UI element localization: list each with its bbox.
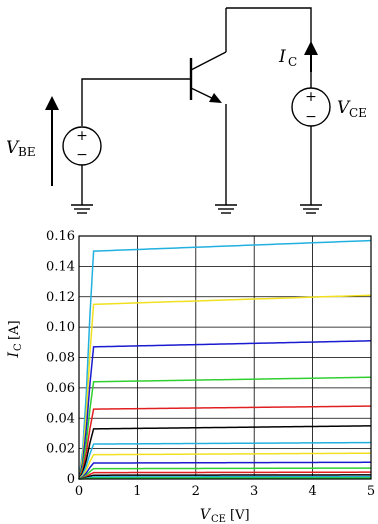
y-tick-label: 0.02	[46, 442, 75, 457]
vce-source: + −	[291, 87, 331, 205]
x-axis-label-sub: CE	[211, 514, 226, 524]
vbe-label: V	[6, 138, 20, 158]
ic-curve	[78, 441, 372, 480]
vce-plus-sign: +	[305, 89, 317, 105]
y-tick-label: 0.16	[46, 229, 75, 244]
x-tick-label: 5	[367, 484, 375, 499]
y-axis-label-main: I	[6, 352, 22, 359]
vbe-plus-sign: +	[76, 128, 88, 144]
ic-curve	[78, 461, 372, 480]
ic-curve	[78, 471, 371, 480]
x-tick-label: 1	[133, 484, 141, 499]
ic-curve	[78, 452, 372, 480]
x-tick-label: 3	[250, 484, 258, 499]
y-axis-label-unit: [A]	[7, 320, 22, 340]
ic-vce-chart: 0 1 2 3 4 500.020.040.060.080.100.120.140.16 …	[6, 229, 375, 524]
y-axis-label-sub: C	[13, 343, 24, 351]
x-tick-label: 2	[192, 484, 200, 499]
x-tick-label: 0	[75, 484, 83, 499]
vbe-minus-sign: −	[76, 147, 88, 163]
ic-curve	[78, 475, 371, 480]
bjt-transistor-icon	[189, 8, 227, 103]
ic-curve	[78, 474, 371, 480]
y-axis-label: I C [A]	[6, 320, 24, 358]
ic-curve	[78, 340, 372, 480]
x-axis-label-unit: [V]	[230, 508, 250, 523]
y-tick-label: 0.14	[46, 259, 75, 274]
ic-curve	[78, 477, 371, 480]
x-axis-label-main: V	[200, 507, 212, 523]
ic-curve	[78, 425, 372, 480]
y-tick-label: 0.10	[46, 320, 75, 335]
y-tick-label: 0	[67, 472, 75, 487]
collector-wire	[226, 7, 312, 88]
vce-minus-sign: −	[305, 109, 317, 125]
ic-curve	[78, 376, 372, 480]
ground-icon	[300, 204, 322, 214]
y-tick-label: 0.06	[46, 381, 75, 396]
ic-curve	[78, 467, 372, 480]
chart-series	[78, 239, 372, 480]
base-wire	[81, 78, 191, 126]
ic-curve	[78, 405, 372, 480]
x-axis-label: V CE [V]	[200, 507, 250, 524]
y-tick-label: 0.08	[46, 351, 75, 366]
vbe-source: + −	[62, 126, 102, 205]
plot-frame	[78, 235, 372, 480]
vbe-subscript: BE	[18, 145, 36, 159]
y-tick-label: 0.12	[46, 290, 75, 305]
circuit-diagram: + − V BE I C + − V CE	[6, 7, 367, 214]
ground-icon	[215, 204, 237, 214]
chart-ticks: 0 1 2 3 4 5 0 0.02 0.04 0.06 0.08 0.10 0.12 0.14 0.16	[46, 229, 375, 499]
vce-label: V	[337, 98, 351, 118]
ic-label: I	[278, 47, 286, 67]
ic-subscript: C	[288, 55, 297, 69]
ground-icon	[71, 204, 93, 214]
vce-subscript: CE	[349, 106, 367, 120]
ic-curve	[78, 239, 372, 480]
x-tick-label: 4	[308, 484, 316, 499]
ic-curve	[78, 294, 372, 480]
y-tick-label: 0.04	[46, 411, 75, 426]
